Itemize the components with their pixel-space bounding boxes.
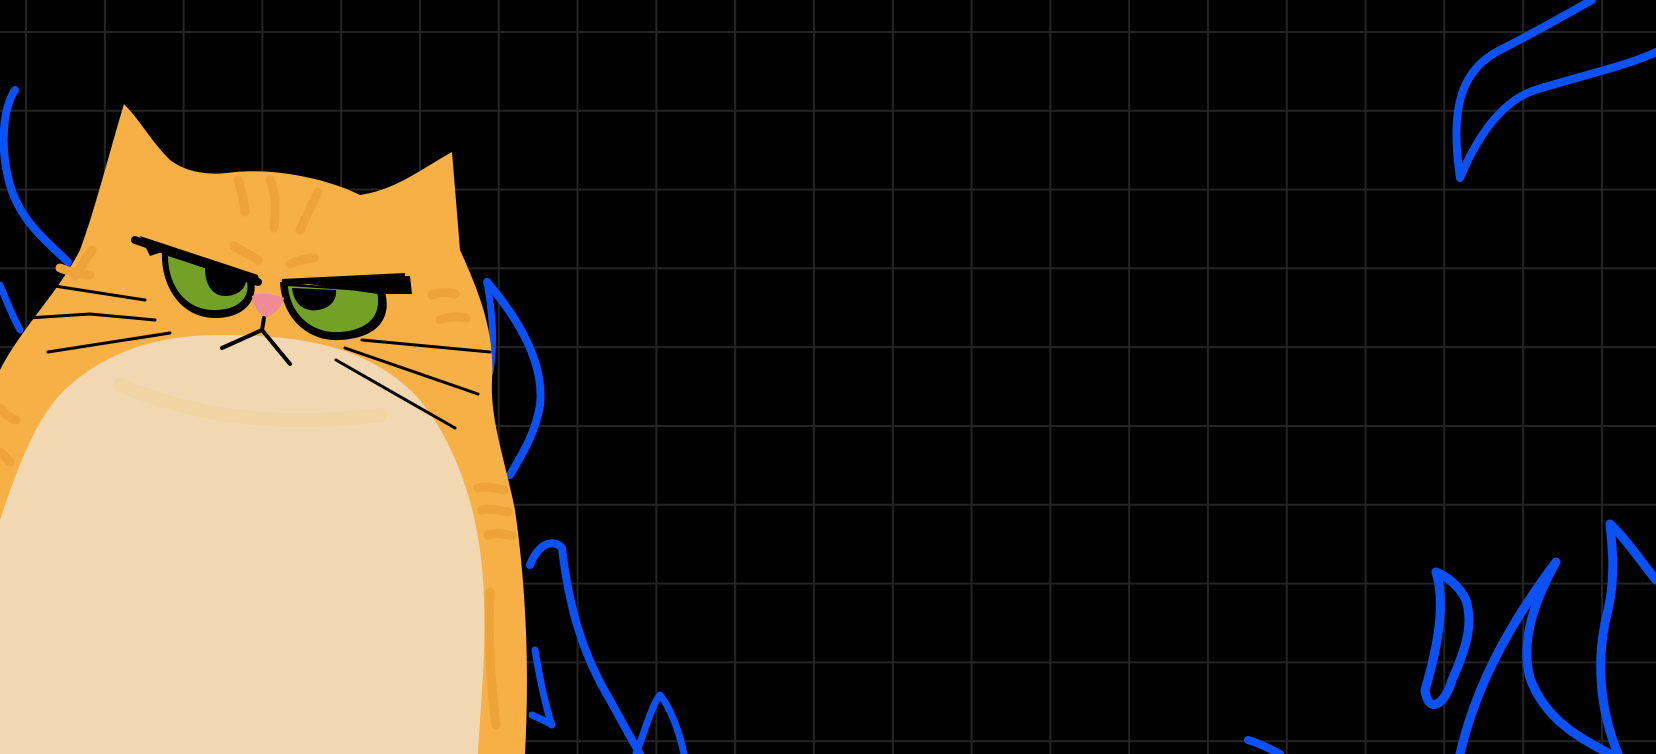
cat-pupil-left <box>205 268 246 296</box>
flame-bottom-left-b <box>528 646 556 729</box>
cat-pupil-right <box>292 288 337 311</box>
cat-belly <box>0 335 485 754</box>
flame-bottom-right-c <box>1596 519 1656 754</box>
cat-brow-right <box>281 273 406 285</box>
flame-cat-right <box>483 278 545 479</box>
cat-mouth <box>220 316 292 366</box>
cat-belly-fold <box>113 378 387 428</box>
cat-nose <box>252 293 284 318</box>
flame-bottom-right-a <box>1420 567 1474 709</box>
flame-bottom-right-d <box>1244 736 1284 754</box>
cat-brow-left <box>131 236 262 286</box>
cat-whiskers <box>26 283 492 430</box>
cat-eyes <box>131 236 412 341</box>
cat-stripes <box>0 175 517 730</box>
flame-bottom-left-c <box>632 691 688 754</box>
flame-left-small <box>0 281 24 334</box>
cat <box>0 104 527 754</box>
flame-bottom-left-a <box>526 539 644 754</box>
flame-bottom-right-b <box>1455 557 1615 754</box>
flame-top-right <box>1452 0 1656 182</box>
flame-left-top <box>0 86 72 266</box>
